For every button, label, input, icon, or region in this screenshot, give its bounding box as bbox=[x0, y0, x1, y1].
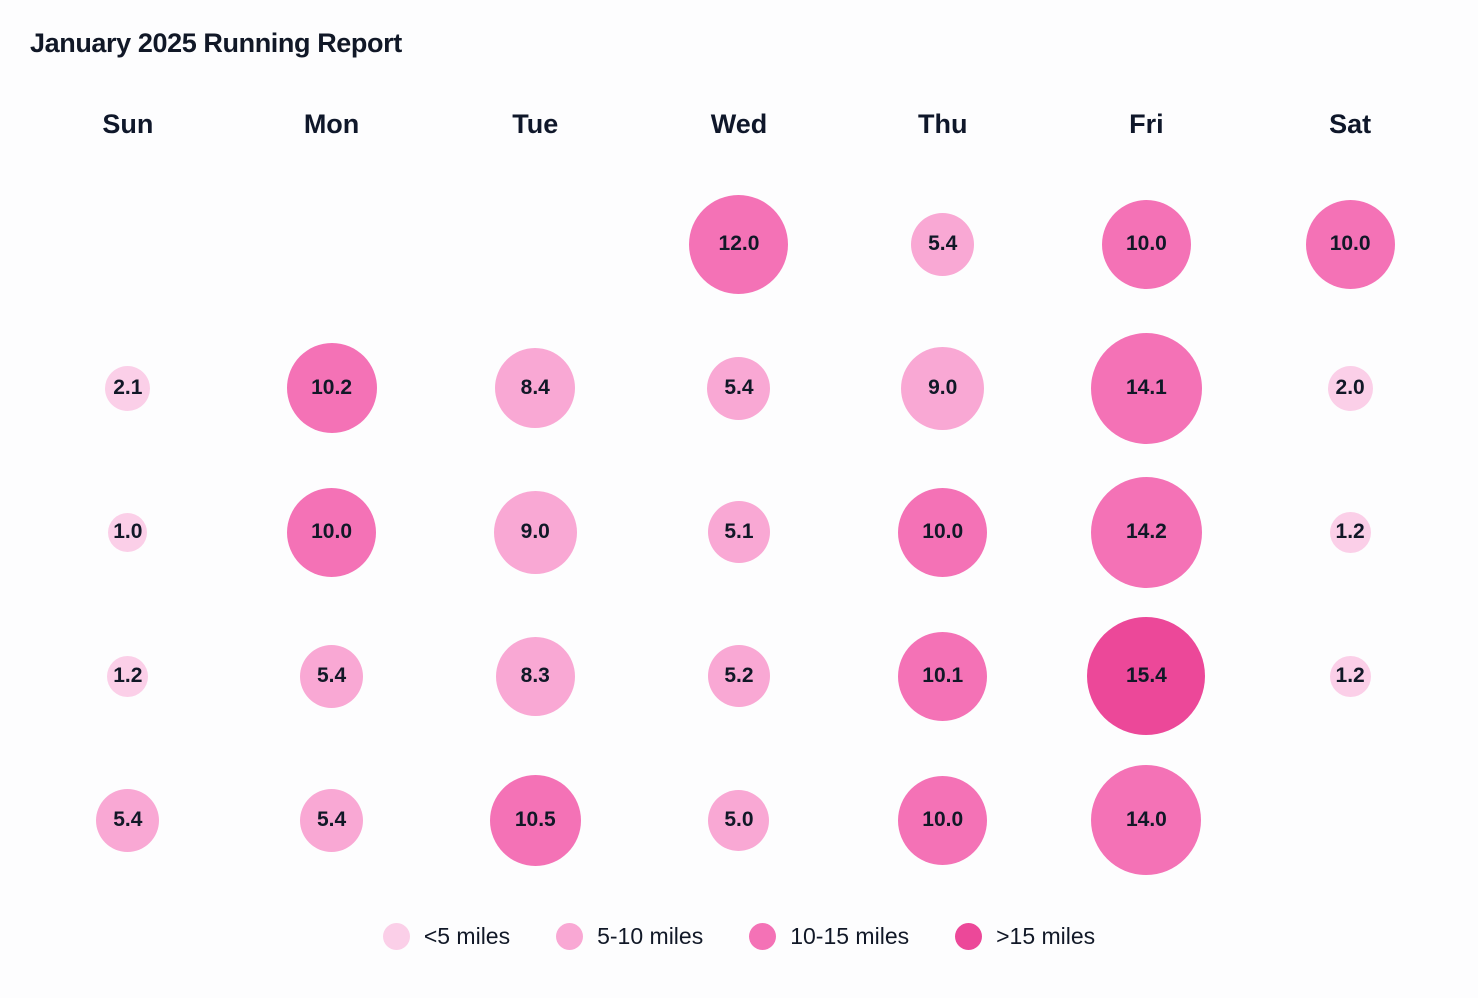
day-header-thu: Thu bbox=[917, 108, 968, 139]
week-row-2: 2.1 10.2 8.4 5.4 9.0 14.1 2.0 bbox=[26, 316, 1452, 460]
run-bubble[interactable]: 5.4 bbox=[911, 212, 975, 276]
run-bubble[interactable]: 5.2 bbox=[707, 645, 770, 707]
run-bubble[interactable]: 14.0 bbox=[1091, 765, 1202, 875]
calendar-cell: 5.0 bbox=[637, 748, 841, 892]
calendar-cell: 5.4 bbox=[841, 172, 1045, 316]
run-bubble[interactable]: 5.4 bbox=[300, 644, 364, 708]
run-bubble[interactable]: 5.4 bbox=[707, 356, 771, 420]
calendar-cell: 5.1 bbox=[637, 460, 841, 604]
calendar-cell: 1.2 bbox=[1248, 604, 1452, 748]
running-calendar-chart: Sun Mon Tue Wed Thu Fri Sat 12.0 5.4 10.0 10.0 2.1… bbox=[0, 95, 1478, 892]
calendar-cell: 10.0 bbox=[841, 748, 1045, 892]
legend-item-2: 5-10 miles bbox=[556, 922, 704, 950]
legend-item-3: 10-15 miles bbox=[749, 922, 910, 950]
calendar-cell: 8.3 bbox=[433, 604, 637, 748]
calendar-cell: 5.4 bbox=[230, 604, 434, 748]
calendar-cell: 10.0 bbox=[1045, 172, 1249, 316]
run-bubble[interactable]: 5.4 bbox=[96, 788, 160, 852]
legend-label: 10-15 miles bbox=[790, 922, 910, 949]
calendar-cell: 2.1 bbox=[26, 316, 230, 460]
run-bubble[interactable]: 12.0 bbox=[689, 194, 789, 294]
day-header-tue: Tue bbox=[512, 108, 559, 139]
run-bubble[interactable]: 1.2 bbox=[1329, 511, 1371, 553]
run-bubble[interactable]: 14.2 bbox=[1090, 476, 1202, 588]
calendar-cell: 10.5 bbox=[433, 748, 637, 892]
run-bubble[interactable]: 9.0 bbox=[901, 346, 985, 430]
calendar-cell: 9.0 bbox=[433, 460, 637, 604]
week-row-3: 1.0 10.0 9.0 5.1 10.0 14.2 1.2 bbox=[26, 460, 1452, 604]
calendar-cell: 10.0 bbox=[1248, 172, 1452, 316]
legend-dot-icon bbox=[955, 922, 983, 950]
run-bubble[interactable]: 5.0 bbox=[708, 789, 770, 851]
run-bubble[interactable]: 1.0 bbox=[108, 512, 148, 552]
calendar-cell: 10.0 bbox=[230, 460, 434, 604]
day-header-sat: Sat bbox=[1329, 108, 1372, 139]
run-bubble[interactable]: 5.4 bbox=[300, 788, 364, 852]
run-bubble[interactable]: 10.0 bbox=[287, 487, 377, 577]
run-bubble[interactable]: 10.0 bbox=[1305, 199, 1395, 289]
legend-label: >15 miles bbox=[996, 922, 1096, 949]
week-row-4: 1.2 5.4 8.3 5.2 10.1 15.4 1.2 bbox=[26, 604, 1452, 748]
calendar-cell: 14.2 bbox=[1045, 460, 1249, 604]
run-bubble[interactable]: 14.1 bbox=[1090, 332, 1202, 444]
run-bubble[interactable]: 10.5 bbox=[489, 774, 581, 866]
run-bubble[interactable]: 10.0 bbox=[898, 775, 988, 865]
week-row-5: 5.4 5.4 10.5 5.0 10.0 14.0 bbox=[26, 748, 1452, 892]
run-bubble[interactable]: 2.0 bbox=[1327, 365, 1373, 411]
run-bubble[interactable]: 10.2 bbox=[286, 343, 377, 433]
legend-label: 5-10 miles bbox=[597, 922, 704, 949]
legend-dot-icon bbox=[382, 922, 410, 950]
legend-label: <5 miles bbox=[423, 922, 511, 949]
calendar-cell: 10.0 bbox=[841, 460, 1045, 604]
calendar-cell: 8.4 bbox=[433, 316, 637, 460]
calendar-grid: 12.0 5.4 10.0 10.0 2.1 10.2 8.4 5.4 9.0 14.1 2.0 1.… bbox=[26, 172, 1452, 892]
day-header-sun: Sun bbox=[102, 108, 154, 139]
run-bubble[interactable]: 8.4 bbox=[495, 348, 576, 428]
legend-item-1: <5 miles bbox=[382, 922, 511, 950]
week-row-1: 12.0 5.4 10.0 10.0 bbox=[26, 172, 1452, 316]
calendar-cell bbox=[26, 172, 230, 316]
legend: <5 miles 5-10 miles 10-15 miles >15 miles bbox=[0, 908, 1478, 964]
run-bubble[interactable]: 5.1 bbox=[707, 501, 770, 563]
calendar-cell: 1.2 bbox=[26, 604, 230, 748]
run-bubble[interactable]: 10.0 bbox=[898, 487, 988, 577]
day-headers: Sun Mon Tue Wed Thu Fri Sat bbox=[26, 95, 1452, 153]
legend-item-4: >15 miles bbox=[955, 922, 1096, 950]
page-title: January 2025 Running Report bbox=[30, 28, 402, 58]
run-bubble[interactable]: 10.1 bbox=[898, 631, 988, 721]
calendar-cell: 9.0 bbox=[841, 316, 1045, 460]
calendar-cell: 12.0 bbox=[637, 172, 841, 316]
calendar-cell: 2.0 bbox=[1248, 316, 1452, 460]
calendar-cell bbox=[230, 172, 434, 316]
run-bubble[interactable]: 9.0 bbox=[493, 490, 577, 574]
calendar-cell: 15.4 bbox=[1045, 604, 1249, 748]
run-bubble[interactable]: 10.0 bbox=[1101, 199, 1191, 289]
calendar-cell: 5.4 bbox=[26, 748, 230, 892]
run-bubble[interactable]: 15.4 bbox=[1087, 617, 1206, 735]
day-header-wed: Wed bbox=[710, 108, 768, 139]
run-bubble[interactable]: 1.2 bbox=[1329, 655, 1371, 697]
calendar-cell: 10.2 bbox=[230, 316, 434, 460]
run-bubble[interactable]: 1.2 bbox=[107, 655, 149, 697]
calendar-cell: 5.2 bbox=[637, 604, 841, 748]
calendar-cell: 10.1 bbox=[841, 604, 1045, 748]
calendar-cell: 5.4 bbox=[230, 748, 434, 892]
calendar-cell: 14.0 bbox=[1045, 748, 1249, 892]
calendar-cell bbox=[1248, 748, 1452, 892]
run-bubble[interactable]: 8.3 bbox=[495, 636, 575, 716]
day-header-mon: Mon bbox=[303, 108, 360, 139]
run-bubble[interactable]: 2.1 bbox=[105, 365, 151, 411]
calendar-cell: 1.2 bbox=[1248, 460, 1452, 604]
calendar-cell bbox=[433, 172, 637, 316]
day-header-fri: Fri bbox=[1129, 108, 1164, 139]
legend-dot-icon bbox=[749, 922, 777, 950]
calendar-cell: 14.1 bbox=[1045, 316, 1249, 460]
calendar-cell: 5.4 bbox=[637, 316, 841, 460]
legend-dot-icon bbox=[556, 922, 584, 950]
calendar-cell: 1.0 bbox=[26, 460, 230, 604]
